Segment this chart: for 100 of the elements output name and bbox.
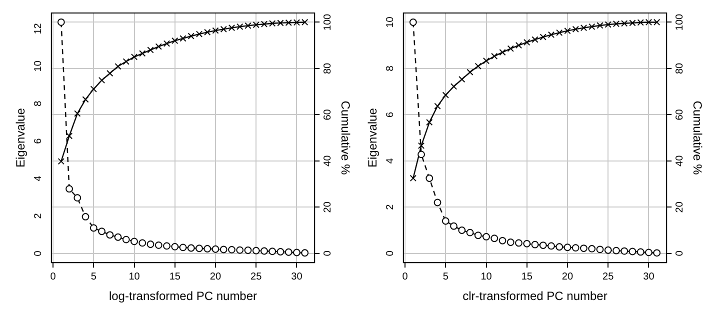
y2-tick-label: 0 xyxy=(322,250,334,256)
y-tick-label: 6 xyxy=(385,111,396,118)
y-tick-label: 10 xyxy=(33,60,44,72)
point xyxy=(163,40,170,47)
point xyxy=(564,244,572,252)
x-tick-label: 25 xyxy=(602,271,614,282)
y2-tick-label: 80 xyxy=(674,62,686,74)
point xyxy=(138,239,146,247)
point xyxy=(276,248,284,256)
point xyxy=(498,236,506,244)
y-tick-label: 10 xyxy=(385,16,396,28)
point xyxy=(418,142,425,149)
point xyxy=(532,36,538,43)
point xyxy=(98,228,106,236)
point xyxy=(155,43,162,50)
point xyxy=(260,20,268,28)
point xyxy=(114,63,122,70)
point xyxy=(90,86,97,92)
point xyxy=(154,241,162,249)
point xyxy=(301,249,309,257)
y-tick-label: 0 xyxy=(385,250,396,256)
point xyxy=(637,19,644,26)
point xyxy=(179,244,187,252)
point xyxy=(524,39,530,46)
point xyxy=(228,24,236,32)
point xyxy=(204,28,211,36)
y-tick-label: 2 xyxy=(33,212,44,219)
point xyxy=(426,174,434,182)
y-tick-label: 2 xyxy=(385,204,396,210)
point xyxy=(302,18,308,26)
point xyxy=(130,238,138,246)
point xyxy=(531,240,539,248)
point xyxy=(98,76,106,84)
point xyxy=(82,213,90,220)
point xyxy=(482,233,490,240)
point xyxy=(236,246,244,254)
point xyxy=(466,68,474,76)
point xyxy=(474,232,482,240)
point xyxy=(410,174,416,182)
point xyxy=(540,34,546,40)
point xyxy=(548,242,555,250)
point xyxy=(523,240,531,248)
point xyxy=(572,244,580,252)
y2-tick-label: 100 xyxy=(322,13,334,31)
y2-tick-label: 100 xyxy=(674,13,686,31)
point xyxy=(172,37,178,44)
point xyxy=(636,248,644,256)
point xyxy=(490,234,498,242)
point xyxy=(628,248,636,256)
y2-tick-label: 0 xyxy=(674,250,686,256)
y-tick-label: 0 xyxy=(33,250,44,256)
x-tick-label: 0 xyxy=(50,271,56,282)
x-axis-title: log-transformed PC number xyxy=(108,289,258,304)
point xyxy=(474,62,482,70)
point xyxy=(499,48,506,56)
point xyxy=(556,243,564,251)
point xyxy=(580,24,588,32)
point xyxy=(548,31,555,38)
x-tick-label: 15 xyxy=(521,271,533,282)
point xyxy=(515,239,522,247)
point xyxy=(506,238,514,246)
point xyxy=(604,246,612,254)
point xyxy=(269,20,276,27)
y2-tick-label: 60 xyxy=(674,108,686,120)
x-tick-label: 5 xyxy=(442,271,449,282)
point xyxy=(130,54,138,60)
point xyxy=(147,46,154,54)
y2-tick-label: 80 xyxy=(322,62,334,74)
point xyxy=(588,245,596,252)
y-tick-label: 8 xyxy=(385,65,396,72)
point xyxy=(180,35,186,42)
x-tick-label: 5 xyxy=(90,271,97,282)
point xyxy=(244,246,252,254)
y2-tick-label: 40 xyxy=(322,154,334,166)
point xyxy=(139,50,146,57)
point xyxy=(204,245,212,252)
point xyxy=(212,27,219,34)
point xyxy=(442,217,450,225)
point xyxy=(252,21,260,28)
point xyxy=(188,32,194,40)
point xyxy=(612,20,620,28)
point xyxy=(284,248,292,256)
point xyxy=(426,118,433,126)
y-axis-title: Eigenvalue xyxy=(14,108,28,168)
point xyxy=(236,23,244,30)
y2-tick-label: 20 xyxy=(322,201,334,213)
point xyxy=(66,185,73,193)
point xyxy=(122,236,130,244)
point xyxy=(114,233,122,241)
x-tick-label: 30 xyxy=(291,271,303,282)
point xyxy=(580,244,588,252)
x-tick-label: 10 xyxy=(128,271,140,282)
point xyxy=(260,247,268,255)
point xyxy=(515,42,522,49)
point xyxy=(122,58,130,65)
point xyxy=(434,198,442,206)
point xyxy=(654,18,660,26)
point xyxy=(146,240,154,248)
x-tick-label: 10 xyxy=(480,271,492,282)
y2-axis-title: Cumulative % xyxy=(338,100,352,176)
